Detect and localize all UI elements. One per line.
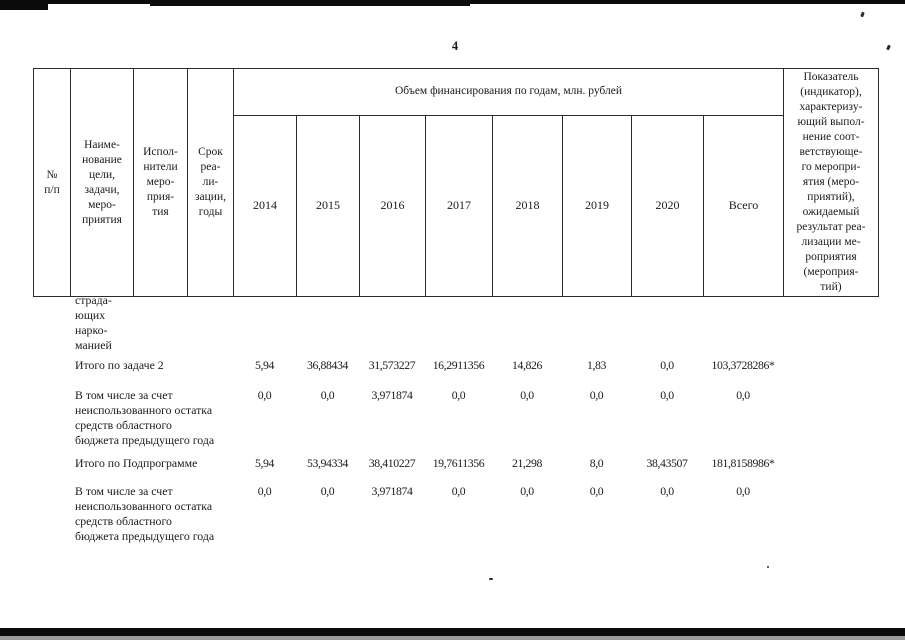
value-2018: 0,0 bbox=[520, 388, 534, 402]
value-2016: 38,410227 bbox=[368, 456, 416, 470]
scan-speck bbox=[489, 578, 493, 580]
value-2016: 31,573227 bbox=[368, 358, 416, 372]
header-cell-indicator: Показатель (индикатор), характеризу- ющи… bbox=[783, 68, 879, 297]
scan-speck bbox=[886, 44, 891, 51]
row-label: В том числе за счет неиспользованного ос… bbox=[75, 484, 215, 543]
scan-edge-bottom bbox=[0, 628, 905, 636]
header-cell-year-2014: 2014 bbox=[233, 114, 297, 298]
header-cell-num: № п/п bbox=[33, 68, 71, 297]
value-2015: 36,88434 bbox=[306, 358, 349, 372]
row-label: В том числе за счет неиспользованного ос… bbox=[75, 388, 215, 447]
value-2015: 0,0 bbox=[320, 388, 335, 402]
header-cell-term: Срок реа- ли- зации, годы bbox=[187, 68, 234, 297]
value-2017: 0,0 bbox=[451, 388, 466, 402]
row-label: Итого по задаче 2 bbox=[75, 358, 164, 372]
scan-edge-top-corner bbox=[0, 0, 48, 10]
finance-table-header: № п/п Наиме- нование цели, задачи, меро-… bbox=[33, 68, 879, 298]
row-label: страда- ющих нарко- манией bbox=[75, 293, 112, 352]
table-row: В том числе за счет неиспользованного ос… bbox=[33, 484, 878, 544]
value-2015: 53,94334 bbox=[306, 456, 349, 470]
header-cell-year-2016: 2016 bbox=[359, 114, 426, 298]
value-2020: 38,43507 bbox=[646, 456, 688, 470]
value-2017: 19,7611356 bbox=[432, 456, 485, 470]
header-cell-name: Наиме- нование цели, задачи, меро- прият… bbox=[70, 68, 134, 297]
scan-speck bbox=[860, 11, 865, 18]
value-2014: 0,0 bbox=[257, 388, 272, 402]
finance-table-body: страда- ющих нарко- манией Итого по зада… bbox=[33, 290, 878, 544]
value-2019: 0,0 bbox=[589, 388, 604, 402]
header-cell-year-2018: 2018 bbox=[492, 114, 563, 298]
value-2018: 0,0 bbox=[520, 484, 534, 498]
scan-edge-bottom-gray bbox=[0, 636, 905, 640]
value-2014: 0,0 bbox=[257, 484, 272, 498]
value-2017: 16,2911356 bbox=[432, 358, 485, 372]
value-2019: 1,83 bbox=[586, 358, 607, 372]
scan-edge-top-segment bbox=[150, 0, 470, 6]
header-cell-finance-group: Объем финансирования по годам, млн. рубл… bbox=[233, 68, 784, 116]
value-2020: 0,0 bbox=[660, 388, 674, 402]
header-cell-year-2020: 2020 bbox=[631, 114, 704, 298]
table-row: В том числе за счет неиспользованного ос… bbox=[33, 388, 878, 448]
value-total: 0,0 bbox=[736, 388, 750, 402]
value-2018: 21,298 bbox=[511, 456, 543, 470]
value-2014: 5,94 bbox=[254, 358, 275, 372]
header-cell-total: Всего bbox=[703, 114, 784, 298]
value-2017: 0,0 bbox=[451, 484, 466, 498]
value-2019: 8,0 bbox=[589, 456, 604, 470]
header-cell-executors: Испол- нители меро- прия- тия bbox=[133, 68, 188, 297]
page-number: 4 bbox=[451, 39, 459, 53]
table-row: Итого по Подпрограмме 5,94 53,94334 38,4… bbox=[33, 456, 878, 471]
scan-speck bbox=[767, 566, 769, 568]
value-2020: 0,0 bbox=[660, 484, 674, 498]
value-2019: 0,0 bbox=[589, 484, 604, 498]
header-cell-year-2017: 2017 bbox=[425, 114, 493, 298]
header-cell-year-2015: 2015 bbox=[296, 114, 360, 298]
value-2016: 3,971874 bbox=[371, 388, 413, 402]
value-total: 0,0 bbox=[736, 484, 750, 498]
value-2020: 0,0 bbox=[660, 358, 674, 372]
table-row: страда- ющих нарко- манией bbox=[33, 293, 878, 353]
value-total: 181,8158986* bbox=[711, 456, 775, 470]
value-2015: 0,0 bbox=[320, 484, 335, 498]
value-2014: 5,94 bbox=[254, 456, 275, 470]
value-2016: 3,971874 bbox=[371, 484, 413, 498]
value-total: 103,3728286* bbox=[711, 358, 775, 372]
header-cell-year-2019: 2019 bbox=[562, 114, 632, 298]
value-2018: 14,826 bbox=[511, 358, 543, 372]
table-row: Итого по задаче 2 5,94 36,88434 31,57322… bbox=[33, 358, 878, 373]
row-label: Итого по Подпрограмме bbox=[75, 456, 198, 470]
